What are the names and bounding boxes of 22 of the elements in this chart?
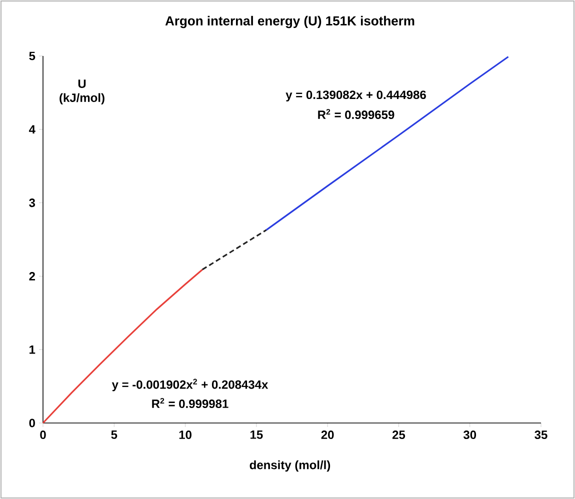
y-axis-title: U (kJ/mol) — [60, 80, 104, 104]
annotation: y = 0.139082x + 0.444986 — [286, 90, 426, 102]
annotation: y = -0.001902x$^{2}$ + 0.208434x — [112, 378, 268, 392]
y-tick-label: 4 — [28, 125, 36, 134]
annotation: R$^{2}$ = 0.999659 — [318, 108, 394, 120]
x-tick-label: 30 — [463, 430, 476, 440]
chart-title: Argon internal energy (U) 151K isotherm — [165, 16, 414, 28]
x-tick-label: 10 — [179, 430, 192, 440]
y-tick-label: 5 — [29, 52, 36, 60]
x-tick-label: 20 — [321, 430, 334, 440]
x-tick-label: 5 — [111, 430, 118, 439]
x-tick-label: 15 — [250, 430, 263, 439]
x-tick-label: 0 — [40, 430, 46, 440]
y-tick-label: 3 — [29, 198, 36, 208]
x-axis-title: density (mol/l) — [250, 460, 330, 472]
x-tick-label: 25 — [392, 430, 406, 440]
x-tick-label: 35 — [534, 430, 548, 440]
y-tick-label: 1 — [30, 345, 36, 354]
line-series — [266, 56, 510, 231]
y-tick-label: 0 — [29, 418, 35, 428]
annotation: R$^{2}$ = 0.999981 — [152, 398, 228, 408]
y-tick-label: 2 — [29, 272, 35, 280]
